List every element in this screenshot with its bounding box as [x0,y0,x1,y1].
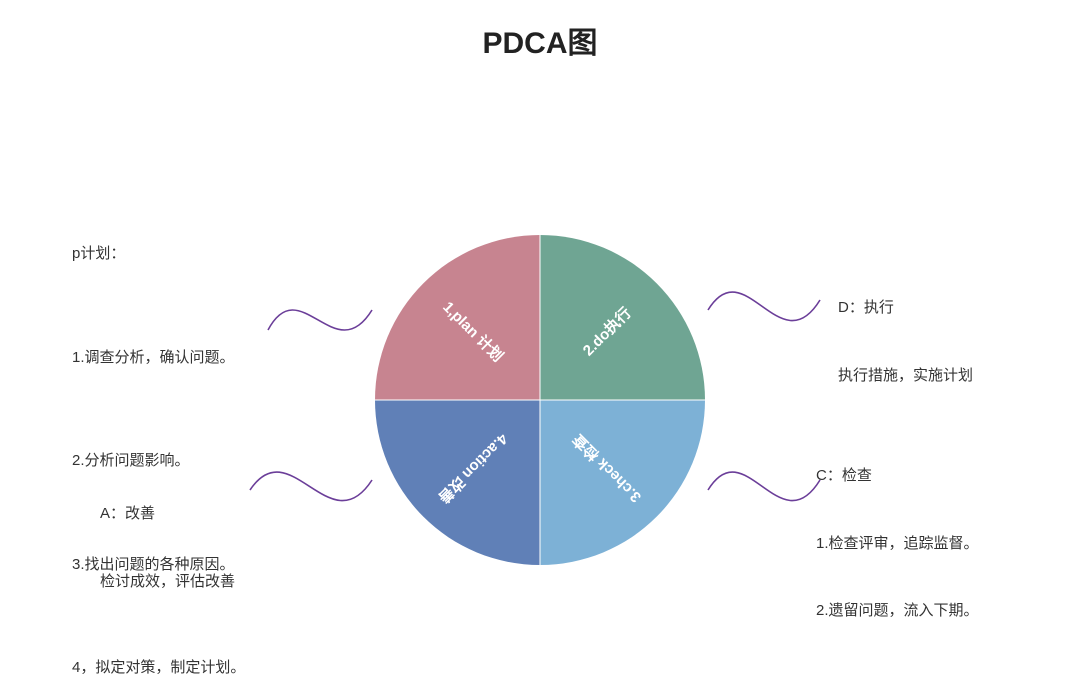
annotation-action-line-1: 检讨成效，评估改善 [100,571,235,594]
annotation-do: D：执行 执行措施，实施计划 [838,252,973,432]
connector-do [708,292,820,321]
annotation-do-line-1: 执行措施，实施计划 [838,365,973,388]
annotation-check-line-1: 1.检查评审，追踪监督。 [816,533,979,556]
connector-action [250,472,372,501]
annotation-plan-line-1: 1.调查分析，确认问题。 [72,341,245,376]
annotation-action: A：改善 检讨成效，评估改善 [100,458,235,638]
annotation-check-line-2: 2.遗留问题，流入下期。 [816,600,979,623]
connector-plan [268,310,372,330]
annotation-check-header: C：检查 [816,465,979,488]
annotation-do-header: D：执行 [838,297,973,320]
annotation-action-header: A：改善 [100,503,235,526]
pdca-diagram: PDCA图 1,plan 计划2.do执行3.check 检查4.action … [0,0,1080,696]
annotation-plan-line-4: 4，拟定对策，制定计划。 [72,651,245,686]
annotation-plan-header: p计划： [72,237,245,272]
annotation-check: C：检查 1.检查评审，追踪监督。 2.遗留问题，流入下期。 [816,420,979,668]
connector-check [708,472,820,501]
